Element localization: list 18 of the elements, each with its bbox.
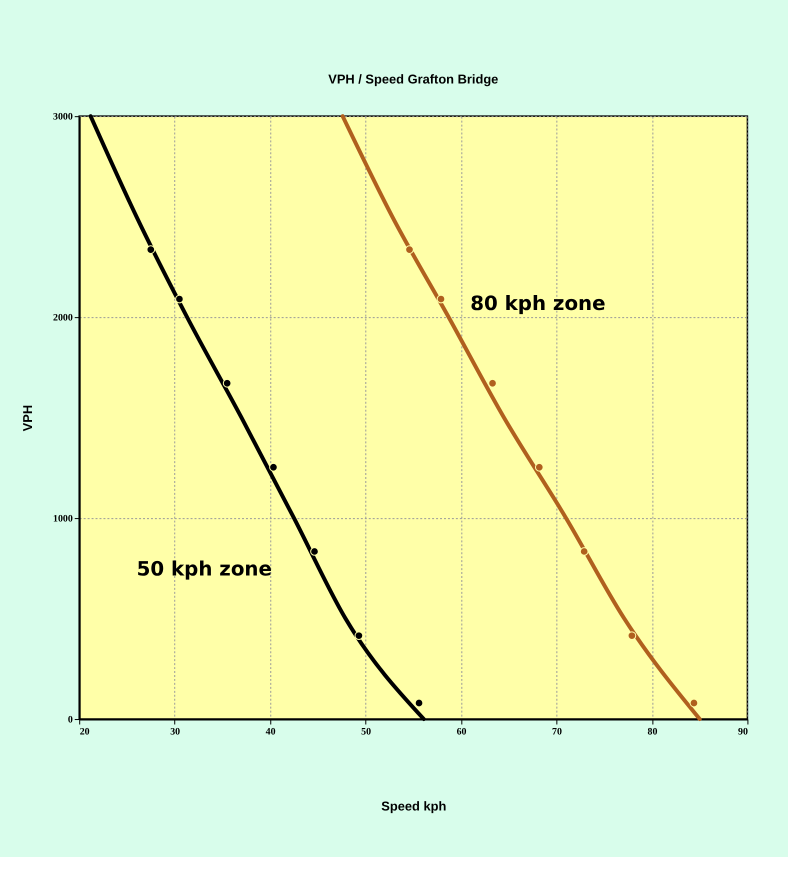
x-tick-label: 90 xyxy=(738,726,748,738)
y-tick-label: 2000 xyxy=(53,312,73,324)
x-tick-label: 60 xyxy=(456,726,467,738)
x-tick-label: 40 xyxy=(266,726,276,738)
y-axis-title: VPH xyxy=(20,404,36,432)
y-tick-label: 0 xyxy=(68,714,73,726)
x-axis-title: Speed kph xyxy=(381,798,446,814)
y-tick-label: 3000 xyxy=(53,112,73,123)
line-series xyxy=(340,114,702,722)
x-tick-label: 50 xyxy=(361,726,372,738)
x-tick-label: 30 xyxy=(170,726,180,738)
chart-title: VPH / Speed Grafton Bridge xyxy=(328,72,498,87)
x-tick-label: 80 xyxy=(648,726,658,738)
x-tick-label: 70 xyxy=(552,726,562,738)
annotation: 80 kph zone xyxy=(470,292,606,316)
y-tick-label: 1000 xyxy=(53,514,73,525)
annotation: 50 kph zone xyxy=(136,558,272,581)
x-tick-label: 20 xyxy=(80,726,90,738)
